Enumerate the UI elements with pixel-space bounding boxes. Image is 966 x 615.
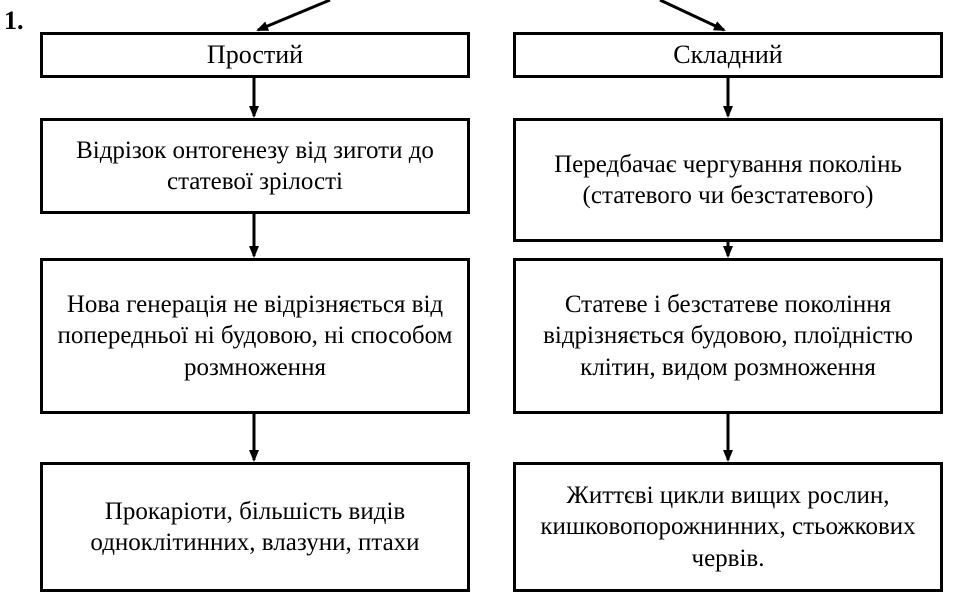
left-desc2-box: Нова генерація не відрізняється від попе…	[40, 258, 470, 414]
right-desc2-box: Статеве і безстатеве покоління відрізняє…	[513, 258, 943, 414]
right-examples-text: Життєві цикли вищих рослин, кишковопорож…	[526, 480, 930, 574]
right-title-box: Складний	[513, 32, 943, 78]
left-desc1-text: Відрізок онтогенезу від зиготи до статев…	[53, 135, 457, 198]
right-desc1-text: Передбачає чергування поколінь (статевог…	[526, 149, 930, 212]
left-examples-box: Прокаріоти, більшість видів одноклітинни…	[40, 462, 470, 592]
left-title-box: Простий	[40, 32, 470, 78]
left-examples-text: Прокаріоти, більшість видів одноклітинни…	[53, 496, 457, 559]
left-desc2-text: Нова генерація не відрізняється від попе…	[53, 289, 457, 383]
diagram-canvas: 1. Простий Відрізок онтогенезу від зигот…	[0, 0, 966, 615]
arrow-in_left	[258, 0, 330, 30]
left-desc1-box: Відрізок онтогенезу від зиготи до статев…	[40, 118, 470, 214]
right-desc2-text: Статеве і безстатеве покоління відрізняє…	[526, 289, 930, 383]
right-desc1-box: Передбачає чергування поколінь (статевог…	[513, 118, 943, 242]
right-examples-box: Життєві цикли вищих рослин, кишковопорож…	[513, 462, 943, 592]
question-number: 1.	[4, 6, 24, 36]
left-title-text: Простий	[207, 39, 303, 72]
right-title-text: Складний	[673, 39, 782, 72]
arrow-in_right	[660, 0, 724, 30]
